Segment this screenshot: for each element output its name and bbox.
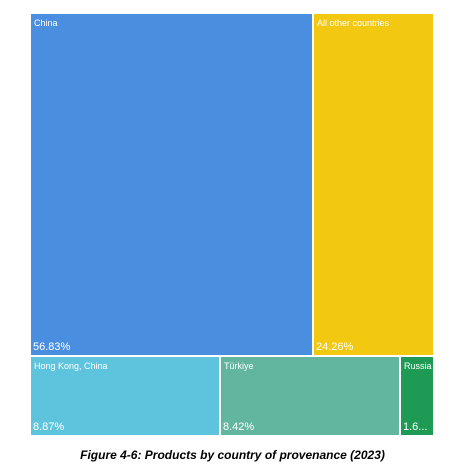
tile-name-hong-kong-china: Hong Kong, China (34, 361, 108, 371)
tile-all-other-countries: All other countries 24.26% (313, 13, 434, 356)
figure-caption: Figure 4-6: Products by country of prove… (80, 448, 385, 462)
tile-hong-kong-china: Hong Kong, China 8.87% (30, 356, 220, 436)
tile-value-all-other-countries: 24.26% (316, 341, 354, 353)
tile-value-china: 56.83% (33, 341, 71, 353)
tile-name-russia: Russia (404, 361, 432, 371)
tile-name-t-rkiye: Türkiye (224, 361, 254, 371)
tile-name-all-other-countries: All other countries (317, 18, 390, 28)
tile-value-hong-kong-china: 8.87% (33, 421, 65, 433)
tile-value-russia: 1.6... (403, 421, 428, 433)
tile-value-t-rkiye: 8.42% (223, 421, 255, 433)
tile-name-china: China (34, 18, 58, 28)
treemap-chart: China 56.83% All other countries 24.26% Hong… (30, 13, 434, 436)
tile-china: China 56.83% (30, 13, 313, 356)
tile-t-rkiye: Türkiye 8.42% (220, 356, 400, 436)
tile-russia: Russia 1.6... (400, 356, 434, 436)
